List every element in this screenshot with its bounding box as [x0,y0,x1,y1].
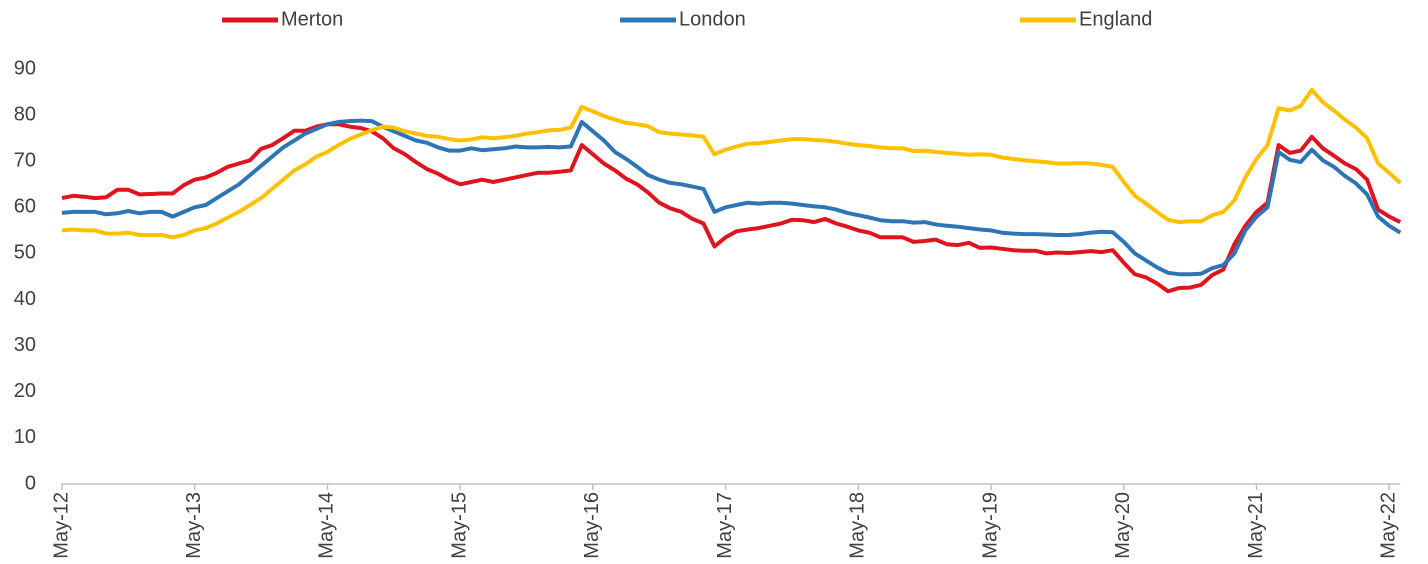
x-tick-label: May-17 [714,492,736,559]
x-tick-label: May-18 [847,492,869,559]
x-tick-label: May-15 [448,492,470,559]
x-tick-label: May-16 [581,492,603,559]
x-tick-label: May-12 [50,492,72,559]
y-tick-label: 10 [14,426,36,448]
y-tick-label: 20 [14,380,36,402]
y-tick-label: 40 [14,288,36,310]
x-tick-label: May-22 [1377,492,1399,559]
y-tick-label: 60 [14,196,36,218]
line-series [61,87,1402,240]
y-tick-label: 0 [25,472,36,494]
x-tick-label: May-14 [316,492,338,559]
legend-label: London [679,8,746,30]
x-tick-label: May-19 [979,492,1001,559]
x-tick-label: May-13 [183,492,205,559]
y-tick-label: 70 [14,150,36,172]
line-series [61,118,1402,277]
y-tick-label: 50 [14,242,36,264]
x-tick-label: May-21 [1245,492,1267,559]
y-tick-label: 30 [14,334,36,356]
legend-label: Merton [281,8,343,30]
y-tick-label: 80 [14,103,36,125]
legend-label: England [1079,8,1152,30]
line-series [61,122,1402,294]
y-tick-label: 90 [14,57,36,79]
x-tick-label: May-20 [1112,492,1134,559]
